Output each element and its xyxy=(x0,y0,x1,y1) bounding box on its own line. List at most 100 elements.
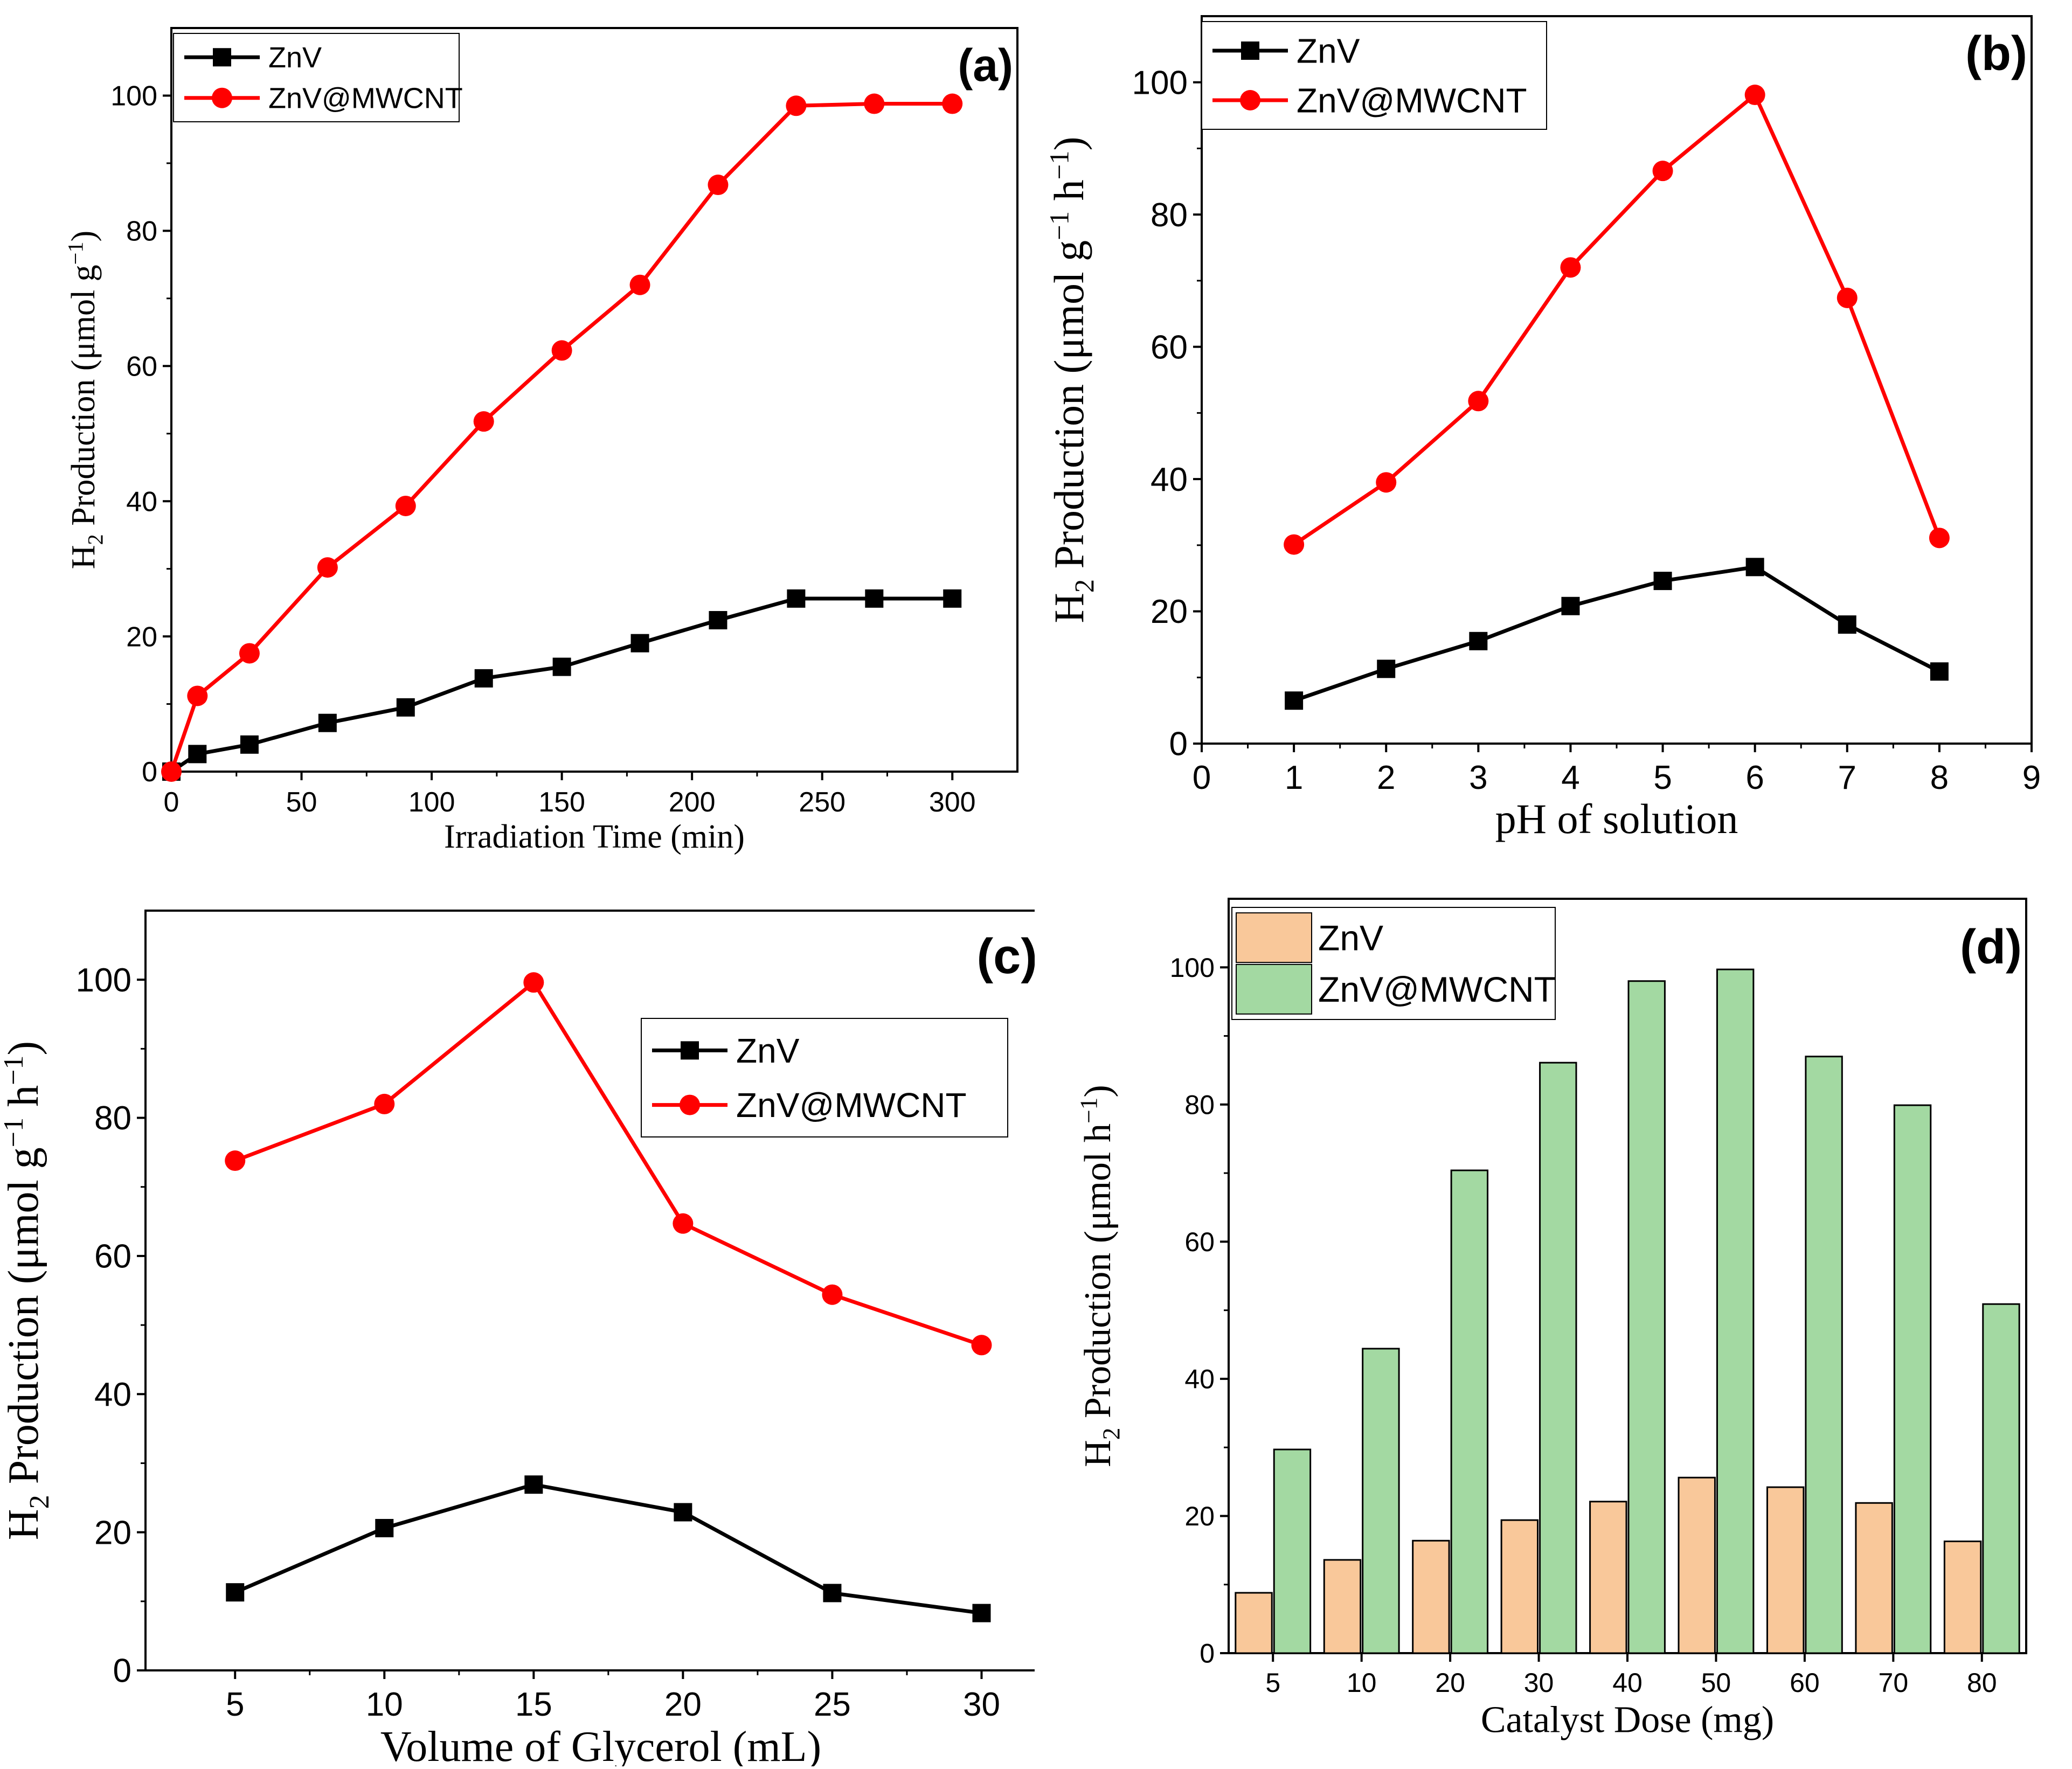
x-axis-label: Catalyst Dose (mg) xyxy=(1481,1699,1774,1741)
x-tick-label: 5 xyxy=(1265,1668,1280,1698)
legend-marker-square xyxy=(1241,41,1259,60)
legend: ZnV ZnV@MWCNT xyxy=(1231,907,1556,1020)
y-tick-label: 40 xyxy=(126,486,157,517)
x-axis-label: Volume of Glycerol (mL) xyxy=(380,1723,821,1766)
y-tick-label: 60 xyxy=(94,1238,131,1275)
data-point-znv xyxy=(1469,632,1488,650)
y-tick-label: 60 xyxy=(126,351,157,382)
data-point-znv xyxy=(188,745,207,764)
series-line-znv-mwcnt xyxy=(1293,92,1942,546)
y-tick-label: 20 xyxy=(1151,593,1188,630)
data-point-znv xyxy=(787,589,806,608)
legend-box xyxy=(1201,21,1547,130)
data-point-znv-mwcnt xyxy=(395,495,416,516)
bar-znv-mwcnt xyxy=(1982,1303,2020,1654)
data-point-znv-mwcnt xyxy=(187,685,208,706)
chart-a: 0 20 40 60 80 100 0 50 100 150 200 250 300 Irradiatio… xyxy=(63,27,1018,855)
x-tick-label: 10 xyxy=(366,1686,403,1723)
x-tick-label: 8 xyxy=(1930,759,1949,796)
x-tick-label: 100 xyxy=(408,787,455,818)
x-tick-label: 5 xyxy=(226,1686,244,1723)
x-tick-label: 3 xyxy=(1469,759,1487,796)
y-axis-label: H2 Production (μmol g−1 h−1) xyxy=(1044,137,1100,623)
x-tick-label: 80 xyxy=(1967,1668,1997,1698)
legend-label: ZnV xyxy=(1297,31,1360,70)
legend-marker-circle xyxy=(680,1094,700,1115)
legend: ZnV ZnV@MWCNT xyxy=(173,33,463,122)
x-tick-label: 20 xyxy=(664,1686,702,1723)
x-tick-label: 9 xyxy=(2022,759,2041,796)
panel-label: (c) xyxy=(977,929,1035,984)
series-line-znv xyxy=(234,1482,982,1615)
legend-box xyxy=(641,1018,1008,1137)
data-point-znv xyxy=(474,669,493,688)
y-tick-label: 40 xyxy=(1184,1364,1215,1394)
y-tick-label: 60 xyxy=(1151,329,1188,366)
bar-znv xyxy=(1412,1539,1450,1654)
data-point-znv xyxy=(1745,558,1764,577)
data-point-znv-mwcnt xyxy=(1376,472,1397,493)
bar-znv xyxy=(1766,1486,1805,1654)
x-tick-label: 50 xyxy=(286,787,317,818)
y-tick-label: 20 xyxy=(126,621,157,653)
bar-znv xyxy=(1678,1476,1716,1654)
bar-znv xyxy=(1500,1519,1539,1654)
bar-znv xyxy=(1855,1502,1893,1654)
legend-label: ZnV@MWCNT xyxy=(268,82,463,115)
x-tick-label: 4 xyxy=(1561,759,1579,796)
y-tick-label: 80 xyxy=(94,1100,131,1137)
legend-label: ZnV xyxy=(1318,918,1383,958)
legend: ZnV ZnV@MWCNT xyxy=(1201,21,1547,130)
y-axis-label: H2 Production (μmol h−1) xyxy=(1075,1085,1125,1467)
x-tick-label: 6 xyxy=(1745,759,1764,796)
data-point-znv-mwcnt xyxy=(317,557,338,578)
panel-b: 0 20 40 60 80 100 0 1 2 3 4 5 6 7 8 9 pH of solution H2 P… xyxy=(1035,0,2072,884)
chart-b: 0 20 40 60 80 100 0 1 2 3 4 5 6 7 8 9 pH of solution H2 P… xyxy=(1044,15,2041,842)
x-tick-label: 200 xyxy=(669,787,716,818)
data-point-znv-mwcnt xyxy=(864,93,885,114)
data-point-znv-mwcnt xyxy=(942,93,963,114)
series-line-znv-mwcnt xyxy=(169,102,953,773)
data-point-znv xyxy=(552,657,571,676)
legend-marker-square xyxy=(213,48,231,67)
panel-c: 0 20 40 60 80 100 5 10 15 20 25 30 Volume of Glycero… xyxy=(0,884,1057,1769)
x-tick-label: 30 xyxy=(1524,1668,1554,1698)
chart-d: 0 20 40 60 80 100 5 10 20 30 40 50 60 70 80 Catalyst Do… xyxy=(1075,898,2027,1741)
data-point-znv-mwcnt xyxy=(1284,534,1305,555)
y-tick-label: 80 xyxy=(1184,1090,1215,1120)
data-point-znv-mwcnt xyxy=(161,761,182,782)
data-point-znv-mwcnt xyxy=(1468,391,1489,412)
data-point-znv-mwcnt xyxy=(523,972,544,993)
x-tick-label: 60 xyxy=(1790,1668,1820,1698)
y-tick-label: 0 xyxy=(1169,726,1188,763)
legend-label: ZnV@MWCNT xyxy=(736,1086,967,1125)
data-point-znv xyxy=(1561,596,1580,615)
panel-label: (a) xyxy=(958,40,1013,91)
legend-marker-square xyxy=(681,1041,699,1060)
data-point-znv-mwcnt xyxy=(673,1213,694,1234)
x-axis-label: Irradiation Time (min) xyxy=(444,818,745,855)
data-point-znv-mwcnt xyxy=(1837,287,1858,308)
y-tick-label: 100 xyxy=(76,962,131,999)
data-point-znv xyxy=(943,589,962,608)
data-point-znv xyxy=(375,1518,394,1537)
bar-znv-mwcnt xyxy=(1716,968,1755,1654)
legend-swatch xyxy=(1236,963,1312,1015)
series-line-znv-mwcnt xyxy=(234,980,982,1347)
plot-frame xyxy=(170,27,1018,773)
data-point-znv-mwcnt xyxy=(708,175,729,196)
y-tick-label: 0 xyxy=(142,757,157,788)
bar-znv-mwcnt xyxy=(1539,1062,1577,1654)
y-tick-label: 60 xyxy=(1184,1227,1215,1257)
y-tick-label: 80 xyxy=(126,216,157,247)
x-tick-label: 20 xyxy=(1435,1668,1465,1698)
legend-marker-circle xyxy=(1240,90,1260,110)
x-tick-label: 25 xyxy=(814,1686,851,1723)
panel-label: (b) xyxy=(1965,27,2027,81)
legend: ZnV ZnV@MWCNT xyxy=(641,1018,1008,1137)
panel-label: (d) xyxy=(1960,920,2022,974)
data-point-znv xyxy=(630,634,649,653)
x-tick-label: 7 xyxy=(1838,759,1856,796)
y-tick-label: 0 xyxy=(1200,1639,1215,1669)
